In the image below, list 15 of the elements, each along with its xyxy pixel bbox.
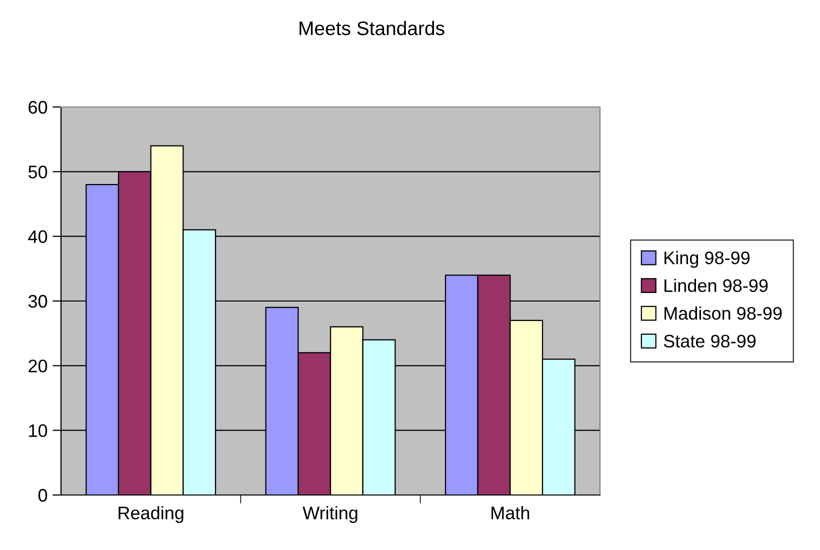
- y-tick-label: 60: [28, 100, 48, 114]
- chart-title: Meets Standards: [300, 20, 444, 36]
- legend-label: Linden 98-99: [664, 278, 768, 292]
- x-tick-label: Writing: [302, 506, 358, 523]
- legend-label: State 98-99: [664, 334, 756, 348]
- y-tick-label: 30: [28, 294, 48, 308]
- x-tick-label: Reading: [118, 506, 184, 523]
- legend-label: King 98-99: [664, 250, 750, 268]
- y-tick-label: 20: [28, 360, 48, 372]
- y-tick-label: 0: [38, 488, 48, 502]
- x-tick-label: Math: [492, 506, 530, 520]
- y-tick-label: 40: [28, 230, 48, 244]
- y-tick-label: 50: [28, 166, 48, 178]
- legend-label: Madison 98-99: [664, 306, 782, 320]
- y-tick-label: 10: [29, 424, 48, 438]
